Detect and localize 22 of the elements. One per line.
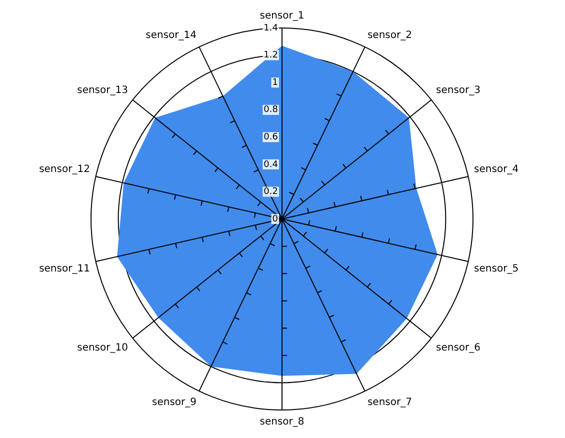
y-tick-label: 0.4 — [264, 160, 278, 170]
spoke-label: sensor_6 — [436, 342, 481, 354]
spoke-label: sensor_13 — [77, 84, 128, 96]
spoke-label: sensor_9 — [152, 397, 197, 408]
y-tick-label: 1 — [272, 78, 278, 88]
spoke-label: sensor_4 — [474, 164, 519, 175]
spoke-label: sensor_3 — [436, 84, 481, 96]
spoke-label: sensor_10 — [77, 342, 128, 354]
spoke-label: sensor_2 — [367, 30, 412, 42]
y-tick-label: 0 — [272, 214, 278, 224]
spoke-label: sensor_7 — [367, 397, 412, 408]
spoke-label: sensor_12 — [39, 164, 90, 175]
y-tick-label: 0.8 — [264, 105, 278, 116]
spoke-label: sensor_1 — [260, 10, 304, 22]
spoke-label: sensor_11 — [39, 263, 90, 274]
spoke-label: sensor_8 — [260, 416, 304, 428]
spoke-label: sensor_14 — [146, 30, 197, 42]
spoke-label: sensor_5 — [474, 263, 519, 274]
y-tick-label: 1.4 — [264, 23, 278, 34]
y-tick-label: 1.2 — [264, 50, 278, 61]
y-tick-label: 0.2 — [264, 187, 278, 198]
y-tick-label: 0.6 — [264, 132, 278, 142]
